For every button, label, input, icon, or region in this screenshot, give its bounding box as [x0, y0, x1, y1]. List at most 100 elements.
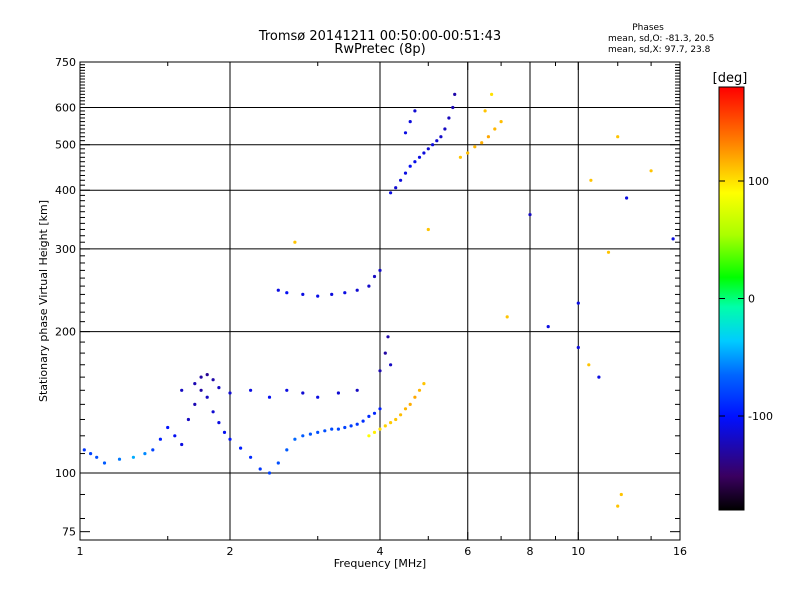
chart-title: Tromsø 20141211 00:50:00-00:51:43	[258, 29, 501, 44]
data-points	[82, 92, 675, 508]
data-point	[330, 427, 334, 431]
data-point	[606, 250, 611, 254]
data-point	[505, 315, 509, 319]
colorbar-tick-label: 100	[748, 175, 769, 188]
data-point	[301, 434, 305, 438]
data-point	[143, 452, 147, 456]
data-point	[211, 378, 215, 382]
data-point	[493, 127, 497, 131]
data-point	[193, 402, 197, 406]
data-point	[193, 382, 197, 386]
data-point	[403, 171, 408, 175]
data-point	[276, 288, 280, 292]
data-point	[316, 294, 320, 298]
data-point	[486, 135, 490, 139]
data-point	[372, 411, 377, 415]
data-point	[403, 407, 408, 411]
data-point	[671, 237, 675, 241]
data-point	[466, 151, 470, 155]
phase-stats-x: mean, sd,X: 97.7, 23.8	[608, 45, 711, 55]
data-point	[343, 425, 347, 430]
data-point	[199, 388, 203, 392]
data-point	[293, 240, 297, 244]
data-point	[367, 434, 371, 438]
y-axis: 75 100 200 300 400 500 600 750	[55, 56, 680, 539]
colorbar-tick-label: 0	[748, 293, 755, 306]
data-point	[451, 105, 455, 110]
data-point	[276, 461, 280, 465]
data-point	[316, 395, 320, 399]
data-point	[483, 109, 487, 113]
data-point	[222, 430, 227, 434]
data-point	[336, 427, 340, 431]
data-point	[343, 291, 347, 295]
data-point	[301, 391, 305, 395]
colorbar: [deg] 100 0 -100	[713, 71, 773, 511]
data-point	[587, 363, 591, 367]
data-point	[625, 196, 629, 200]
data-point	[408, 120, 412, 124]
data-point	[413, 160, 417, 164]
data-point	[95, 455, 99, 459]
x-tick-label: 10	[571, 545, 585, 558]
data-point	[422, 382, 426, 386]
data-point	[131, 455, 135, 459]
data-point	[528, 213, 532, 217]
chart-subtitle: RwPretec (8p)	[334, 42, 425, 57]
y-tick-label: 600	[55, 102, 76, 115]
data-point	[383, 424, 387, 428]
data-point	[158, 437, 162, 441]
data-point	[180, 442, 184, 447]
data-point	[616, 135, 620, 139]
data-point	[102, 461, 107, 465]
data-point	[239, 446, 243, 450]
data-point	[403, 131, 408, 135]
data-point	[308, 432, 312, 436]
data-point	[199, 375, 203, 379]
data-point	[316, 430, 320, 434]
data-point	[499, 120, 503, 124]
colorbar-ticks: 100 0 -100	[719, 175, 773, 423]
data-point	[408, 164, 412, 168]
data-point	[361, 419, 365, 423]
data-point	[426, 147, 430, 151]
colorbar-tick-label: -100	[748, 410, 773, 423]
data-point	[355, 288, 359, 292]
data-point	[589, 178, 593, 182]
data-point	[378, 369, 382, 373]
data-point	[378, 427, 382, 431]
y-tick-label: 400	[55, 184, 76, 197]
data-point	[205, 395, 209, 399]
data-point	[166, 425, 170, 430]
data-point	[267, 395, 272, 399]
data-point	[258, 467, 262, 471]
plot-grid	[80, 62, 680, 540]
data-point	[249, 455, 253, 459]
data-point	[399, 413, 403, 417]
y-tick-label: 750	[55, 56, 76, 69]
data-point	[386, 335, 390, 339]
x-tick-label: 1	[77, 545, 84, 558]
data-point	[649, 169, 653, 173]
data-point	[619, 492, 623, 497]
y-tick-label: 200	[55, 326, 76, 339]
data-point	[367, 284, 371, 288]
data-point	[285, 448, 289, 452]
y-tick-label: 300	[55, 243, 76, 256]
data-point	[417, 155, 422, 159]
x-tick-label: 2	[227, 545, 234, 558]
data-point	[151, 448, 155, 452]
data-point	[453, 92, 457, 96]
x-tick-label: 4	[377, 545, 384, 558]
data-point	[285, 291, 289, 295]
x-tick-label: 8	[527, 545, 534, 558]
data-point	[211, 410, 215, 414]
data-point	[597, 375, 601, 379]
data-point	[372, 430, 377, 434]
data-point	[399, 178, 403, 182]
data-point	[616, 504, 620, 508]
data-point	[439, 135, 443, 139]
data-point	[355, 388, 359, 392]
data-point	[431, 143, 435, 147]
data-point	[117, 457, 122, 461]
